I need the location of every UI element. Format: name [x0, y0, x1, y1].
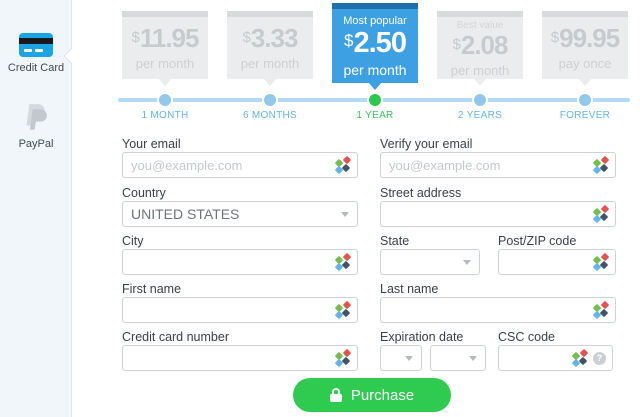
city-field-wrap	[122, 249, 358, 275]
csc-help-icon[interactable]: ?	[593, 351, 606, 365]
plan-card-1-year-selected[interactable]: Most popular $2.50 per month	[332, 3, 418, 90]
slider-dot-1-month[interactable]	[159, 94, 171, 106]
purchase-button-label: Purchase	[350, 386, 415, 404]
plan-tag-most-popular: Most popular	[343, 14, 407, 27]
plan-price: $2.50	[344, 26, 407, 59]
chevron-down-icon	[469, 355, 477, 361]
duration-label-1-month[interactable]: 1 MONTH	[141, 110, 189, 121]
first-name-field-wrap	[122, 297, 358, 323]
card-number-field-wrap	[122, 345, 358, 371]
plan-card-1-month[interactable]: $11.95 per month	[122, 11, 208, 86]
plan-tag-best-value: Best value	[456, 19, 504, 31]
plan-price: $3.33	[242, 23, 299, 53]
form-filler-icon[interactable]	[592, 252, 610, 271]
form-filler-icon[interactable]	[571, 348, 589, 367]
expiration-year-select[interactable]	[430, 345, 486, 371]
first-name-input[interactable]	[129, 301, 330, 319]
credit-card-label: Credit Card	[7, 62, 65, 74]
state-label: State	[380, 234, 410, 248]
last-name-field-wrap	[380, 297, 616, 323]
csc-field-wrap: ?	[498, 345, 613, 371]
verify-email-label: Verify your email	[380, 137, 473, 151]
plan-period: per month	[135, 56, 195, 71]
plan-price: $11.95	[131, 23, 200, 53]
email-label: Your email	[122, 137, 181, 151]
csc-label: CSC code	[498, 330, 555, 344]
plan-period: per month	[240, 56, 300, 71]
plan-price: $99.95	[550, 23, 620, 53]
payment-method-paypal[interactable]: PayPal	[0, 103, 72, 150]
card-number-label: Credit card number	[122, 330, 229, 344]
zip-label: Post/ZIP code	[498, 234, 577, 248]
plan-price: $2.08	[452, 29, 509, 60]
country-select[interactable]: UNITED STATES	[122, 201, 358, 227]
zip-field-wrap	[498, 249, 616, 275]
country-value: UNITED STATES	[131, 206, 240, 222]
form-filler-icon[interactable]	[592, 155, 610, 174]
duration-label-2-years[interactable]: 2 YEARS	[457, 110, 503, 121]
chevron-down-icon	[463, 259, 471, 265]
city-input[interactable]	[129, 253, 330, 271]
expiration-label: Expiration date	[380, 330, 464, 344]
duration-label-6-months[interactable]: 6 MONTHS	[242, 110, 298, 121]
duration-label-1-year[interactable]: 1 YEAR	[356, 110, 394, 121]
csc-input[interactable]	[505, 349, 567, 367]
chevron-down-icon	[341, 211, 349, 217]
payment-method-credit-card[interactable]: Credit Card	[0, 33, 72, 74]
state-select[interactable]	[380, 249, 480, 275]
slider-dot-2-years[interactable]	[474, 94, 486, 106]
paypal-label: PayPal	[18, 138, 54, 150]
email-input[interactable]	[129, 156, 330, 174]
credit-card-icon	[19, 33, 53, 57]
plan-period: per month	[450, 62, 510, 78]
form-filler-icon[interactable]	[592, 204, 610, 223]
first-name-label: First name	[122, 282, 182, 296]
form-filler-icon[interactable]	[592, 300, 610, 319]
last-name-input[interactable]	[387, 301, 588, 319]
street-address-label: Street address	[380, 186, 462, 200]
verify-email-field-wrap	[380, 152, 616, 178]
street-address-input[interactable]	[387, 205, 588, 223]
payment-method-sidebar: Credit Card PayPal	[0, 0, 72, 417]
form-filler-icon[interactable]	[334, 252, 352, 271]
last-name-label: Last name	[380, 282, 439, 296]
verify-email-input[interactable]	[387, 156, 588, 174]
city-label: City	[122, 234, 144, 248]
chevron-down-icon	[405, 355, 413, 361]
slider-dot-6-months[interactable]	[264, 94, 276, 106]
plan-card-forever[interactable]: $99.95 pay once	[542, 11, 628, 86]
card-number-input[interactable]	[129, 349, 330, 367]
street-field-wrap	[380, 201, 616, 227]
duration-label-forever[interactable]: FOREVER	[559, 110, 611, 121]
zip-input[interactable]	[505, 253, 588, 271]
slider-dot-1-year[interactable]	[369, 94, 381, 106]
country-label: Country	[122, 186, 166, 200]
lock-icon	[329, 388, 342, 402]
email-field-wrap	[122, 152, 358, 178]
paypal-icon	[26, 104, 47, 130]
form-filler-icon[interactable]	[334, 155, 352, 174]
form-filler-icon[interactable]	[334, 348, 352, 367]
plan-card-2-years[interactable]: Best value $2.08 per month	[437, 11, 523, 86]
plan-period: per month	[343, 61, 407, 78]
slider-dot-forever[interactable]	[579, 94, 591, 106]
form-filler-icon[interactable]	[334, 300, 352, 319]
plan-card-6-months[interactable]: $3.33 per month	[227, 11, 313, 86]
purchase-button[interactable]: Purchase	[293, 378, 451, 412]
expiration-month-select[interactable]	[380, 345, 422, 371]
plan-period: pay once	[558, 56, 612, 71]
